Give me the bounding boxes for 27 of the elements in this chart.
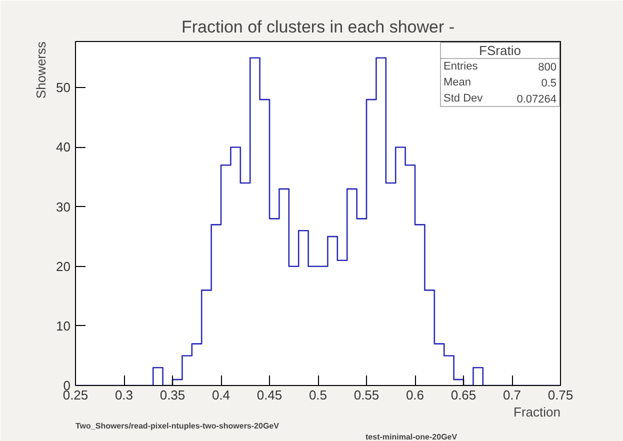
x-tick-label: 0.65: [450, 388, 476, 402]
annotation: FSratio: [479, 43, 521, 58]
y-axis-title: Showerss: [34, 41, 48, 99]
x-tick-label: 0.6: [406, 388, 424, 402]
annotation: 800: [538, 62, 557, 74]
x-tick-label: 0.55: [354, 388, 380, 402]
annotation: Entries: [444, 60, 478, 72]
x-tick-label: 0.3: [114, 388, 134, 402]
x-tick-label: 0.7: [502, 388, 522, 402]
x-tick-label: 0.35: [160, 388, 186, 402]
x-axis-title: Fraction: [514, 404, 561, 420]
annotation: 0.5: [541, 78, 557, 90]
x-tick-label: 0.4: [212, 388, 230, 402]
y-tick-label: 50: [56, 80, 71, 96]
chart-title: Fraction of clusters in each shower -: [181, 18, 455, 36]
y-tick-label: 20: [56, 258, 71, 274]
annotation: Std Dev: [444, 92, 484, 104]
y-tick-label: 30: [56, 199, 71, 214]
x-tick-label: 0.5: [308, 388, 328, 402]
annotation: Mean: [444, 76, 472, 88]
y-tick-label: 40: [56, 140, 71, 155]
y-tick-label: 10: [56, 318, 71, 334]
x-tick-label: 0.75: [548, 388, 574, 402]
text: test-minimal-one-20GeV: [366, 432, 458, 441]
annotation: 0.07264: [516, 94, 557, 106]
x-tick-label: 0.45: [256, 388, 282, 402]
text: Two_Showers/read-pixel-ntuples-two-showers-20GeV: [76, 422, 280, 430]
